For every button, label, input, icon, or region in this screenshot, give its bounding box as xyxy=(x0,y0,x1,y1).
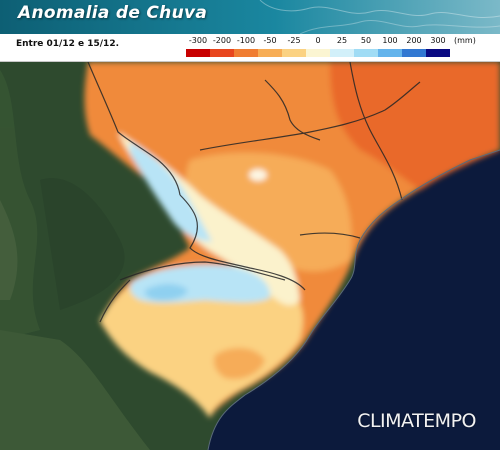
climatempo-logo: CLIMATEMPO xyxy=(357,410,476,432)
legend-unit: (mm) xyxy=(454,36,476,45)
anomaly-orange-patch-south xyxy=(213,348,265,380)
boundaries xyxy=(87,61,421,323)
legend-swatch xyxy=(210,49,234,57)
period-label: Entre 01/12 e 15/12. xyxy=(16,39,119,49)
legend-swatch xyxy=(378,49,402,57)
legend-tick-label: 0 xyxy=(315,36,321,45)
anomaly-light-orange-central xyxy=(185,152,352,272)
ocean xyxy=(208,150,500,450)
legend-swatch xyxy=(186,49,210,57)
legend-swatch xyxy=(402,49,426,57)
anomaly-deep-orange-northeast xyxy=(330,62,500,190)
land-texture xyxy=(0,70,150,450)
legend-swatch xyxy=(426,49,450,57)
legend-swatch xyxy=(258,49,282,57)
anomaly-yellow-south xyxy=(100,266,303,418)
legend-swatch xyxy=(306,49,330,57)
legend-tick-label: -25 xyxy=(287,36,301,45)
color-legend: -300 -200 -100 -50 -25 0 25 50 100 200 300 (mm) xyxy=(186,36,486,60)
anomaly-shading xyxy=(84,62,500,418)
info-bar: Entre 01/12 e 15/12. -300 -200 -100 -50 -25 0… xyxy=(0,34,500,62)
legend-tick-label: -100 xyxy=(236,36,256,45)
coastline xyxy=(207,149,500,450)
legend-swatch xyxy=(354,49,378,57)
legend-swatch xyxy=(330,49,354,57)
legend-swatches xyxy=(186,49,450,57)
legend-tick-label: -50 xyxy=(263,36,277,45)
anomaly-white-spot xyxy=(249,169,267,181)
legend-tick-label: 50 xyxy=(360,36,372,45)
legend-tick-label: 200 xyxy=(406,36,422,45)
anomaly-light-blue-west xyxy=(129,142,212,242)
legend-swatch xyxy=(282,49,306,57)
title-bar-map-pattern xyxy=(259,0,500,34)
anomaly-blue-south-core xyxy=(144,284,188,301)
legend-swatch xyxy=(234,49,258,57)
legend-tick-label: 300 xyxy=(430,36,446,45)
legend-tick-label: 100 xyxy=(382,36,398,45)
legend-tick-label: -300 xyxy=(188,36,208,45)
map-title: Anomalia de Chuva xyxy=(18,3,208,23)
legend-tick-label: -200 xyxy=(212,36,232,45)
legend-tick-label: 25 xyxy=(336,36,348,45)
legend-ticks: -300 -200 -100 -50 -25 0 25 50 100 200 300 xyxy=(186,36,486,48)
title-bar: Anomalia de Chuva xyxy=(0,0,500,34)
